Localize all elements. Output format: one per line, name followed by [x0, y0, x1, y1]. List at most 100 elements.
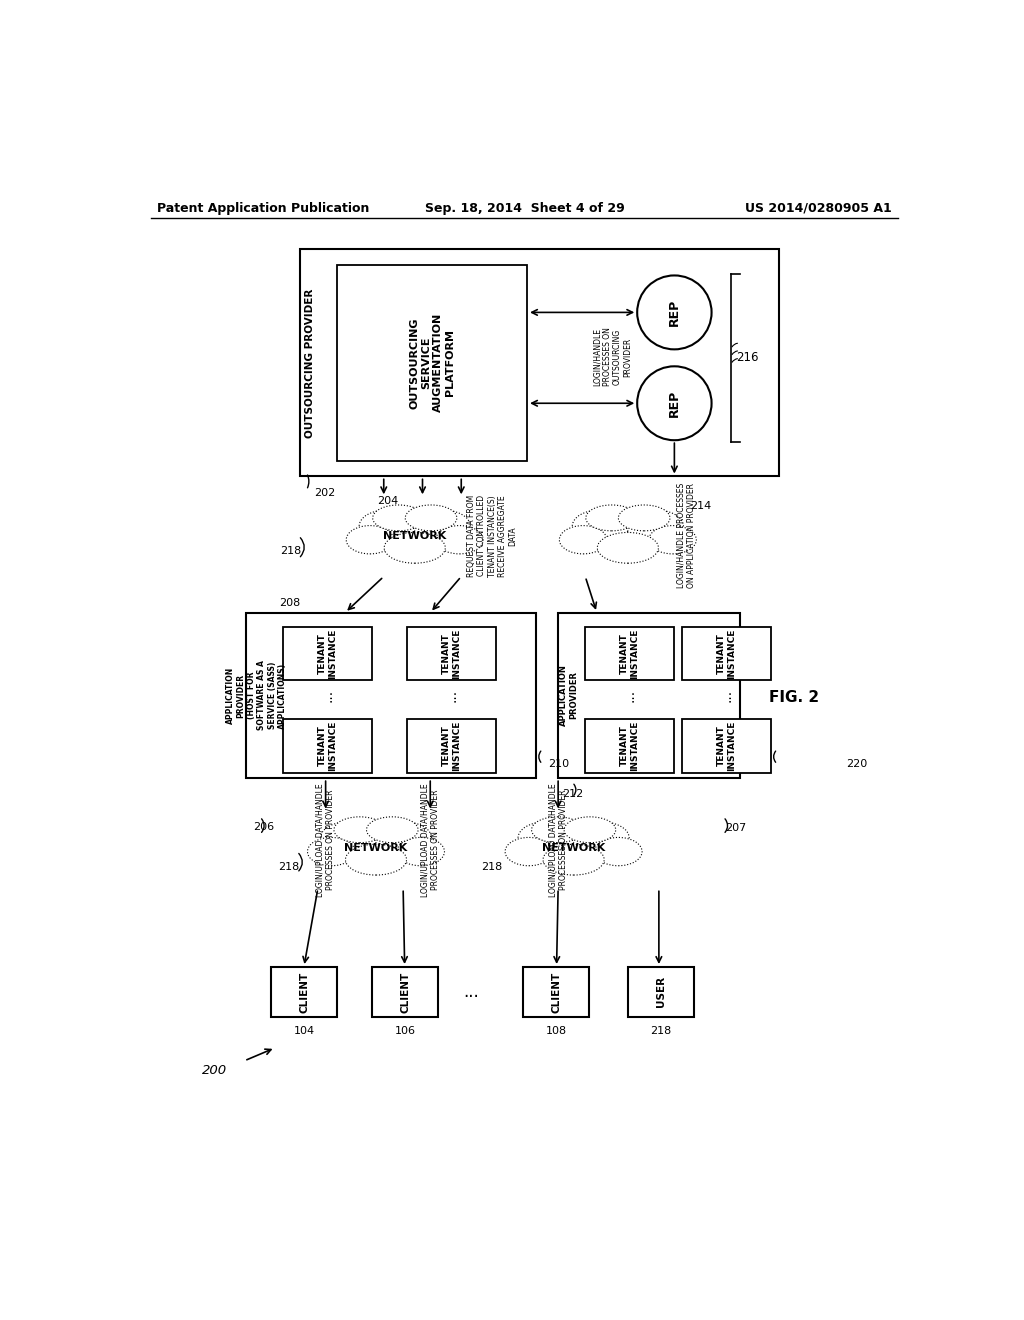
Ellipse shape: [339, 829, 414, 866]
Text: ...: ...: [720, 689, 733, 702]
Text: TENANT
INSTANCE: TENANT INSTANCE: [317, 628, 337, 678]
Text: 104: 104: [294, 1026, 314, 1036]
Ellipse shape: [378, 517, 452, 554]
Bar: [246, 612, 537, 779]
Text: 220: 220: [847, 759, 867, 770]
Bar: [283, 719, 372, 774]
Ellipse shape: [564, 817, 615, 842]
Ellipse shape: [597, 532, 658, 564]
Text: REP: REP: [668, 298, 681, 326]
Bar: [407, 719, 496, 774]
Bar: [407, 627, 496, 681]
Text: TENANT
INSTANCE: TENANT INSTANCE: [442, 628, 461, 678]
Ellipse shape: [321, 821, 378, 854]
Ellipse shape: [359, 510, 416, 543]
Text: NETWORK: NETWORK: [542, 842, 605, 853]
Text: ...: ...: [623, 689, 637, 702]
Ellipse shape: [505, 837, 553, 866]
Text: APPLICATION
PROVIDER: APPLICATION PROVIDER: [559, 664, 579, 726]
Text: 106: 106: [394, 1026, 416, 1036]
Text: 200: 200: [202, 1064, 227, 1077]
Text: 218: 218: [650, 1026, 672, 1036]
Ellipse shape: [537, 829, 611, 866]
Text: OUTSOURCING
SERVICE
AUGMENTATION
PLATFORM: OUTSOURCING SERVICE AUGMENTATION PLATFOR…: [410, 313, 455, 412]
Ellipse shape: [595, 837, 642, 866]
Ellipse shape: [414, 510, 470, 543]
Text: 206: 206: [254, 822, 274, 832]
Text: LOGIN/UPLOAD DATA/HANDLE
PROCESSES ON PROVIDER: LOGIN/UPLOAD DATA/HANDLE PROCESSES ON PR…: [316, 783, 335, 896]
Text: ...: ...: [444, 689, 459, 702]
Text: 202: 202: [314, 488, 335, 499]
Text: 204: 204: [378, 496, 398, 506]
Bar: [628, 966, 693, 1016]
Ellipse shape: [518, 821, 575, 854]
Text: Patent Application Publication: Patent Application Publication: [158, 202, 370, 215]
Ellipse shape: [436, 525, 483, 554]
Text: APPLICATION
PROVIDER
(HOST FOR
SOFTWARE AS A
SERVICE (SASS)
APPLICATIONS): APPLICATION PROVIDER (HOST FOR SOFTWARE …: [226, 660, 287, 730]
Text: TENANT
INSTANCE: TENANT INSTANCE: [621, 628, 640, 678]
Text: ...: ...: [464, 983, 479, 1001]
Bar: [300, 249, 779, 477]
Ellipse shape: [373, 506, 424, 531]
Text: 218: 218: [281, 546, 301, 556]
Ellipse shape: [649, 525, 696, 554]
Ellipse shape: [627, 510, 683, 543]
Text: TENANT
INSTANCE: TENANT INSTANCE: [621, 721, 640, 771]
Text: CLIENT: CLIENT: [299, 972, 309, 1012]
Bar: [586, 627, 675, 681]
Bar: [283, 627, 372, 681]
Text: LOGIN/HANDLE PROCESSES
ON APPLICATION PROVIDER: LOGIN/HANDLE PROCESSES ON APPLICATION PR…: [676, 483, 695, 589]
Text: CLIENT: CLIENT: [400, 972, 410, 1012]
Text: 108: 108: [546, 1026, 566, 1036]
Bar: [682, 627, 771, 681]
Ellipse shape: [559, 525, 607, 554]
Text: FIG. 2: FIG. 2: [769, 690, 819, 705]
Text: 210: 210: [548, 759, 569, 770]
Text: USER: USER: [655, 977, 666, 1007]
Text: 207: 207: [725, 824, 746, 833]
Text: TENANT
INSTANCE: TENANT INSTANCE: [317, 721, 337, 771]
Ellipse shape: [406, 506, 457, 531]
Ellipse shape: [543, 845, 604, 875]
Ellipse shape: [367, 817, 418, 842]
Text: 208: 208: [280, 598, 300, 609]
Bar: [337, 264, 527, 461]
Ellipse shape: [586, 506, 637, 531]
Ellipse shape: [346, 525, 394, 554]
Bar: [682, 719, 771, 774]
Text: NETWORK: NETWORK: [383, 531, 446, 541]
Ellipse shape: [334, 817, 385, 842]
Bar: [586, 719, 675, 774]
Text: CLIENT: CLIENT: [551, 972, 561, 1012]
Text: REP: REP: [668, 389, 681, 417]
Ellipse shape: [307, 837, 355, 866]
Ellipse shape: [375, 821, 431, 854]
Text: 214: 214: [690, 502, 711, 511]
Text: 216: 216: [736, 351, 759, 363]
Ellipse shape: [572, 510, 629, 543]
Text: TENANT
INSTANCE: TENANT INSTANCE: [717, 628, 736, 678]
Text: LOGIN/HANDLE
PROCESSES ON
OUTSOURCING
PROVIDER: LOGIN/HANDLE PROCESSES ON OUTSOURCING PR…: [592, 327, 633, 387]
Text: TENANT
INSTANCE: TENANT INSTANCE: [717, 721, 736, 771]
Ellipse shape: [397, 837, 444, 866]
Ellipse shape: [618, 506, 670, 531]
Text: NETWORK: NETWORK: [344, 842, 408, 853]
Text: ...: ...: [321, 689, 335, 702]
Ellipse shape: [345, 845, 407, 875]
Text: Sep. 18, 2014  Sheet 4 of 29: Sep. 18, 2014 Sheet 4 of 29: [425, 202, 625, 215]
Ellipse shape: [384, 532, 445, 564]
Ellipse shape: [591, 517, 666, 554]
Bar: [558, 612, 740, 779]
Bar: [523, 966, 589, 1016]
Text: REQUEST DATA FROM
CLIENT CONTROLLED
TENANT INSTANCE(S)
RECEIVE AGGREGATE
DATA: REQUEST DATA FROM CLIENT CONTROLLED TENA…: [467, 495, 517, 577]
Text: TENANT
INSTANCE: TENANT INSTANCE: [442, 721, 461, 771]
Text: 218: 218: [279, 862, 300, 871]
Bar: [372, 966, 438, 1016]
Text: US 2014/0280905 A1: US 2014/0280905 A1: [744, 202, 891, 215]
Text: 218: 218: [481, 862, 503, 871]
Text: OUTSOURCING PROVIDER: OUTSOURCING PROVIDER: [305, 288, 315, 437]
Text: LOGIN/UPLOAD DATA/HANDLE
PROCESSES ON PROVIDER: LOGIN/UPLOAD DATA/HANDLE PROCESSES ON PR…: [421, 783, 440, 896]
Bar: [271, 966, 337, 1016]
Ellipse shape: [531, 817, 583, 842]
Text: 212: 212: [562, 788, 584, 799]
